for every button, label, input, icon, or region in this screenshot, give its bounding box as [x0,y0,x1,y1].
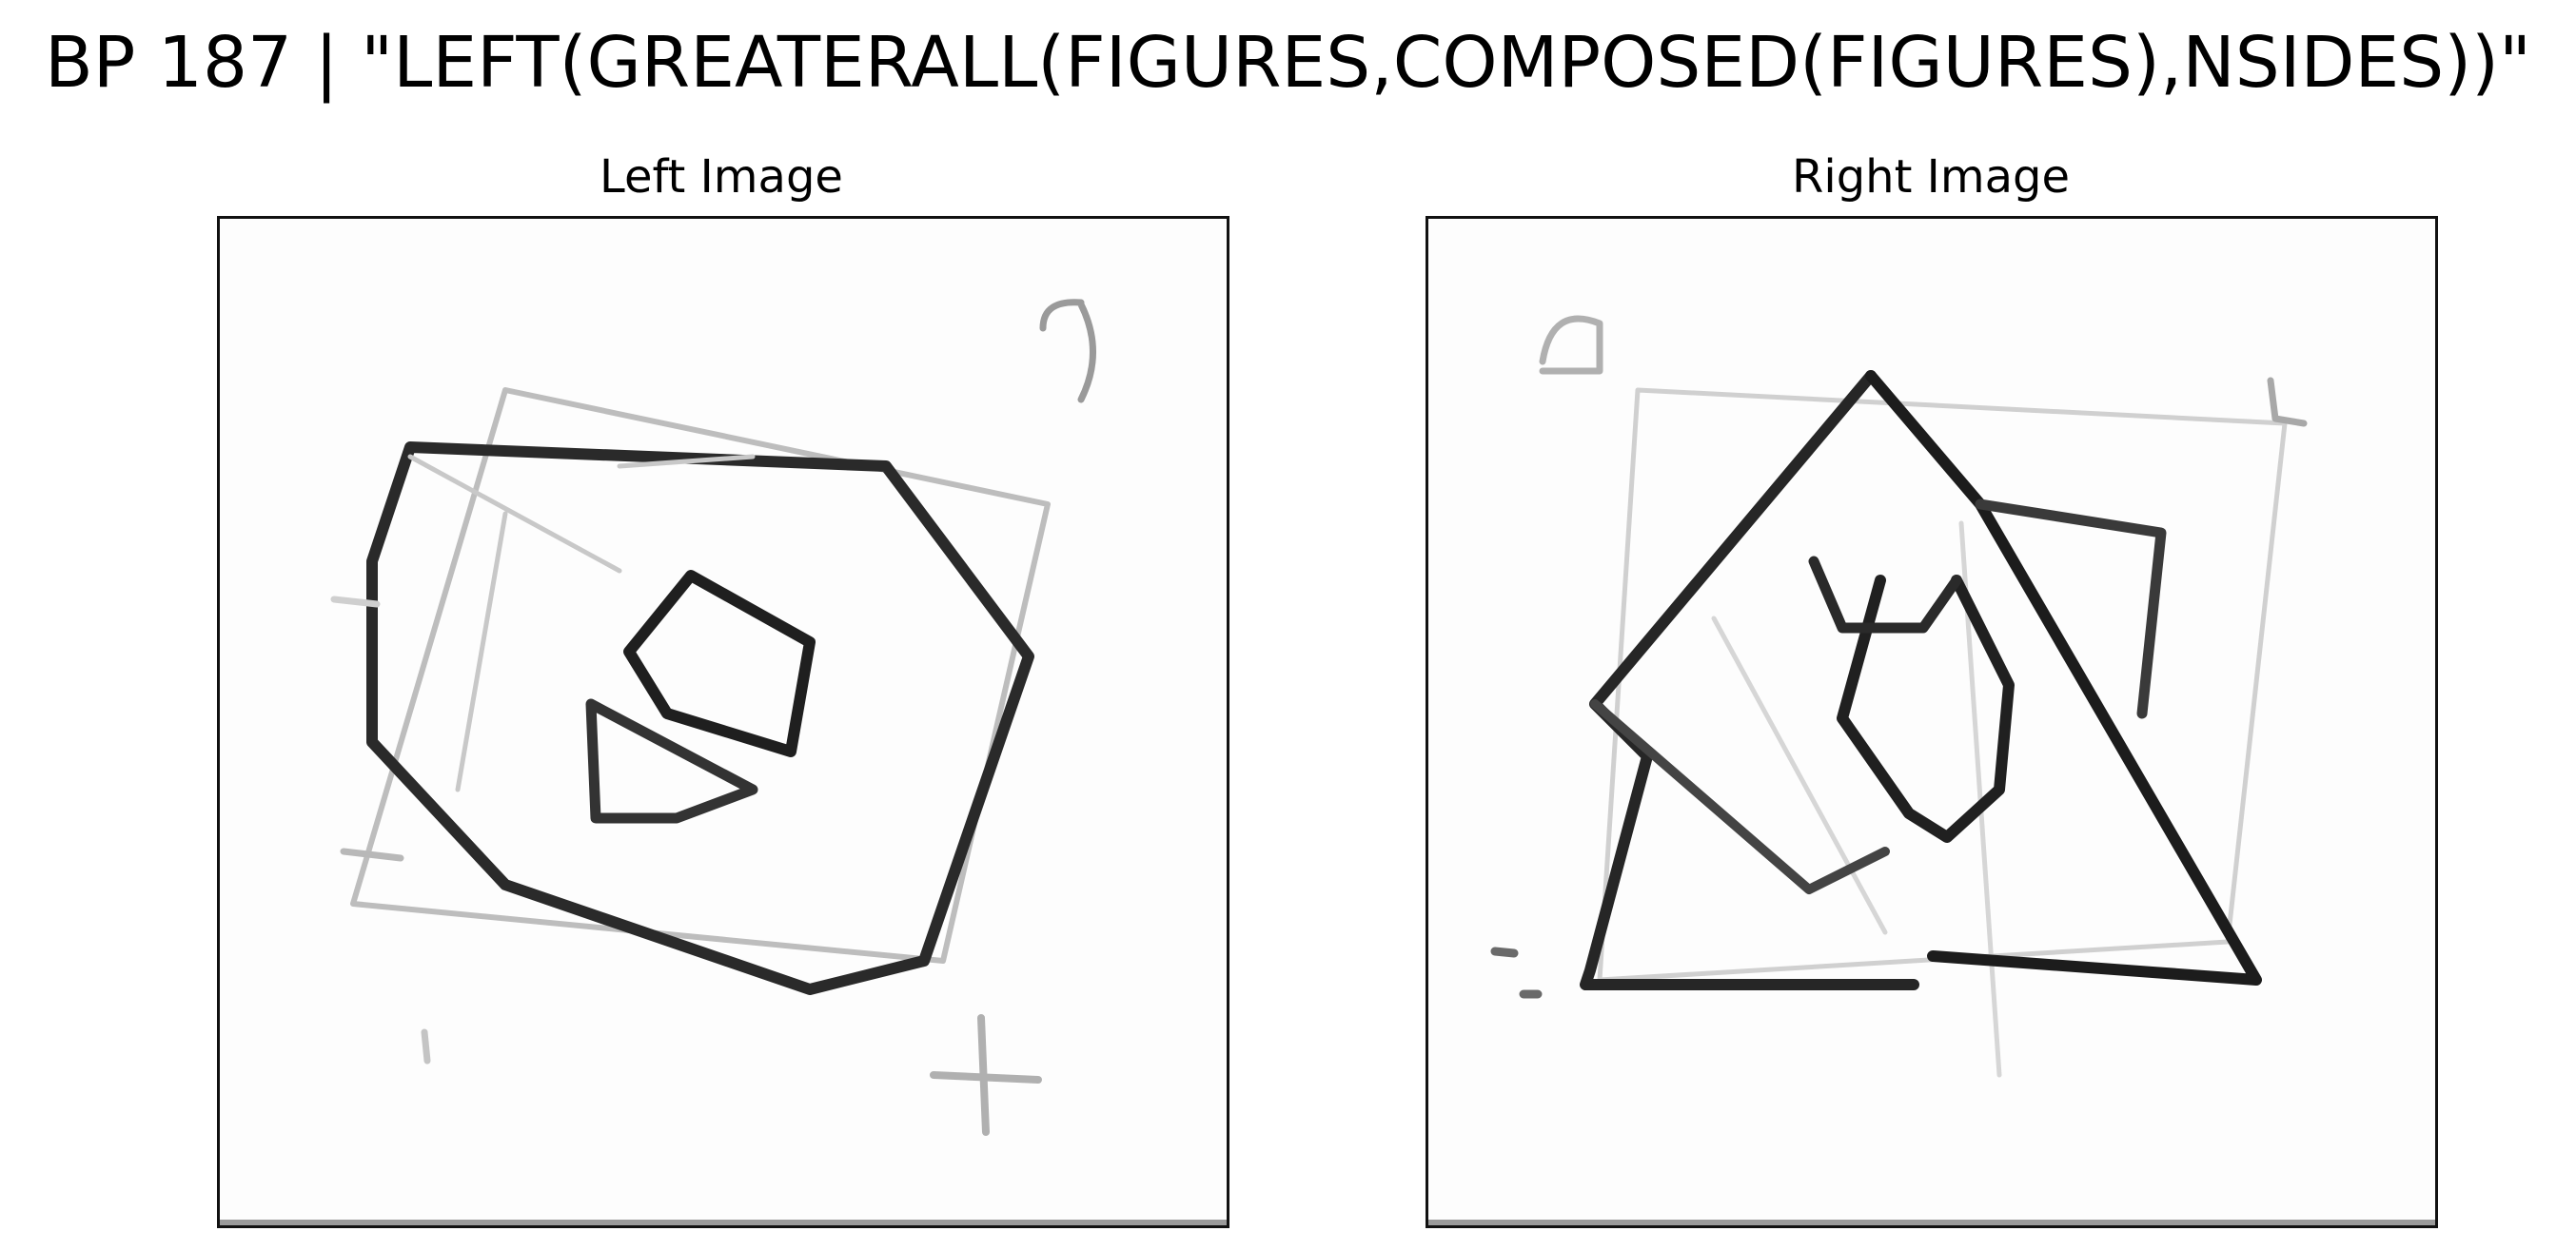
right-image-panel [1426,216,2438,1228]
right-faint-square [1597,387,2288,983]
figure-title: BP 187 | "LEFT(GREATERALL(FIGURES,COMPOS… [44,22,2532,104]
right-large-triangle [1580,370,1919,990]
right-sketch-image [1490,315,2308,1078]
left-pentagon [623,570,816,757]
right-large-triangle-right [1865,370,2262,986]
left-panel-title: Left Image [600,150,843,204]
left-mark-left-2 [340,848,404,862]
right-zigzag [1590,699,1890,894]
left-sketch-image [330,299,1096,1136]
left-mark-top-right [1039,299,1096,403]
left-cross-mark [930,1014,1042,1136]
left-faint-square [350,387,1051,964]
left-arrow-shape [585,698,758,824]
left-mark-bottom-left [421,1028,431,1065]
left-panel-bottom-edge [220,1220,1227,1225]
right-mark-bottom-left [1490,947,1543,999]
right-panel-bottom-edge [1428,1220,2435,1225]
left-image-panel [217,216,1229,1228]
right-panel-title: Right Image [1792,150,2070,204]
left-heptagon [366,441,1034,995]
right-faint-lines [1711,520,2002,1078]
left-faint-lines [407,454,756,792]
right-mark-top-right [2267,377,2308,427]
right-hexagon [1837,575,2015,843]
left-mark-left-1 [330,596,381,608]
right-arch-shape [1808,556,1962,634]
right-quad-shape [1975,498,2167,719]
right-mark-top-left [1539,315,1603,375]
